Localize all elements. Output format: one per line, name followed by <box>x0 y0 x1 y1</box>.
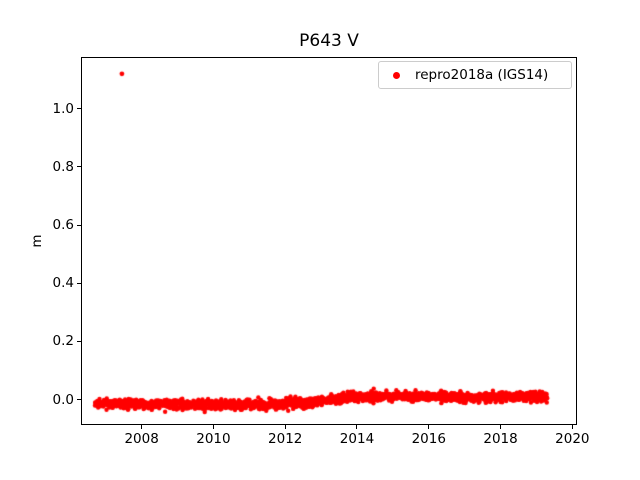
y-tick-label: 0.4 <box>52 275 74 292</box>
x-tick-label: 2018 <box>483 431 518 447</box>
y-tickmark <box>77 340 81 342</box>
y-tick-label: 0.0 <box>52 391 74 408</box>
y-tickmark <box>77 108 81 110</box>
x-tickmark <box>571 425 573 429</box>
x-tick-label: 2010 <box>196 431 231 447</box>
legend-label: repro2018a (IGS14) <box>415 67 549 83</box>
y-tick-label: 0.2 <box>52 333 74 350</box>
x-tick-label: 2012 <box>268 431 303 447</box>
x-tickmark <box>284 425 286 429</box>
x-tickmark <box>500 425 502 429</box>
y-tick-label: 1.0 <box>52 100 74 117</box>
x-tick-label: 2016 <box>411 431 446 447</box>
x-tick-label: 2014 <box>339 431 375 447</box>
y-tickmark <box>77 166 81 168</box>
x-tickmark <box>212 425 214 429</box>
x-tick-label: 2020 <box>555 431 590 447</box>
x-tickmark <box>141 425 143 429</box>
x-tick-label: 2008 <box>124 431 159 447</box>
y-tickmark <box>77 282 81 284</box>
y-tickmark <box>77 224 81 226</box>
x-tickmark <box>356 425 358 429</box>
legend-marker-dot-icon <box>393 71 400 79</box>
y-tick-label: 0.6 <box>52 217 74 234</box>
y-tickmark <box>77 399 81 401</box>
legend: repro2018a (IGS14) <box>378 61 572 89</box>
y-tick-label: 0.8 <box>52 158 74 175</box>
x-tickmark <box>428 425 430 429</box>
